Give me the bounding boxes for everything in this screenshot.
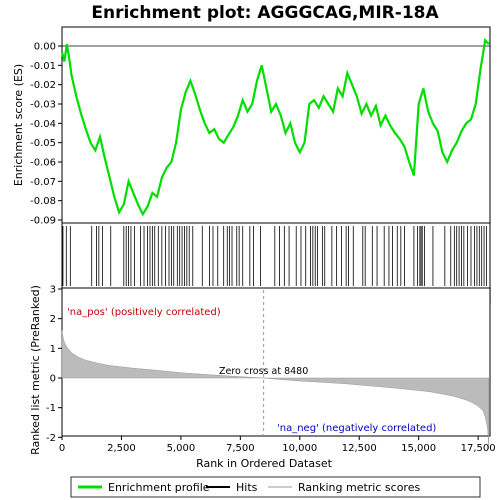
x-axis: 0 2,500 5,000 7,500 10,000 12,500 15,000 17,500 (59, 436, 496, 454)
positive-correlation-label: 'na_pos' (positively correlated) (67, 307, 221, 318)
hits-group (62, 226, 487, 286)
negative-correlation-label: 'na_neg' (negatively correlated) (277, 423, 436, 434)
chart-title: Enrichment plot: AGGGCAG,MIR-18A (91, 3, 439, 23)
x-tick-label: 0 (59, 443, 65, 454)
es-y-axis: 0.00 -0.01 -0.02 -0.03 -0.04 -0.05 -0.06 -0.07 -… (30, 42, 62, 227)
es-y-tick-label: -0.05 (30, 138, 56, 149)
x-tick-label: 5,000 (167, 443, 196, 454)
x-tick-label: 15,000 (401, 443, 436, 454)
es-y-tick-label: -0.09 (30, 216, 56, 227)
enrichment-profile-line (60, 37, 490, 217)
metric-y-tick-label: 2 (50, 314, 56, 325)
metric-y-tick-label: 0 (50, 374, 56, 385)
ranking-metric-area (61, 330, 490, 450)
es-y-tick-label: -0.07 (30, 177, 56, 188)
x-tick-label: 10,000 (282, 443, 317, 454)
es-y-tick-label: -0.02 (30, 80, 56, 91)
metric-y-axis: 3 2 1 0 -1 -2 (46, 285, 62, 444)
legend-label: Hits (236, 481, 258, 494)
legend-label: Enrichment profile (108, 481, 210, 494)
metric-y-axis-label: Ranked list metric (PreRanked) (29, 285, 42, 455)
metric-y-tick-label: -1 (46, 403, 56, 414)
metric-y-tick-label: -2 (46, 433, 56, 444)
hits-panel (61, 222, 491, 289)
x-tick-label: 2,500 (107, 443, 136, 454)
es-y-tick-label: -0.01 (30, 61, 56, 72)
metric-y-tick-label: 3 (50, 285, 56, 296)
metric-y-tick-label: 1 (50, 344, 56, 355)
es-y-tick-label: -0.04 (30, 119, 56, 130)
es-y-axis-label: Enrichment score (ES) (12, 64, 25, 186)
x-tick-label: 12,500 (342, 443, 377, 454)
legend: Enrichment profile Hits Ranking metric sco… (78, 481, 420, 494)
x-tick-label: 17,500 (461, 443, 496, 454)
es-y-tick-label: -0.08 (30, 196, 56, 207)
zero-cross-label: Zero cross at 8480 (219, 366, 308, 377)
es-y-tick-label: 0.00 (34, 42, 56, 53)
x-axis-label: Rank in Ordered Dataset (196, 457, 333, 470)
es-y-tick-label: -0.06 (30, 158, 56, 169)
legend-label: Ranking metric scores (298, 481, 420, 494)
x-tick-label: 7,500 (226, 443, 255, 454)
es-y-tick-label: -0.03 (30, 100, 56, 111)
